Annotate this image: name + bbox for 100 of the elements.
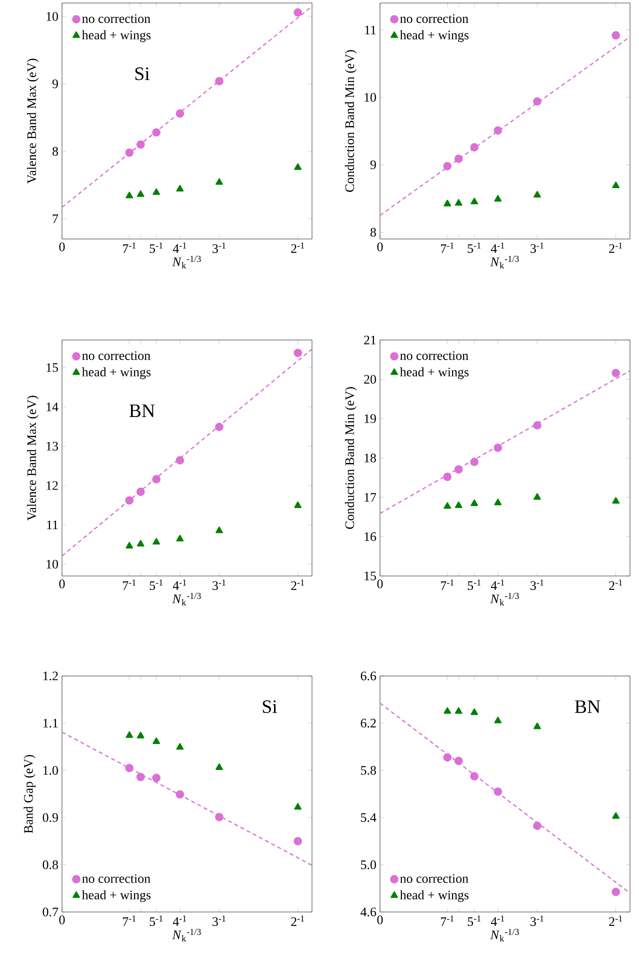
point xyxy=(152,128,161,137)
y-tick-label: 19 xyxy=(364,414,376,424)
point xyxy=(136,732,144,738)
y-tick-label: 14 xyxy=(46,402,58,412)
x-tick-label: 0 xyxy=(59,580,65,588)
point xyxy=(494,444,502,452)
y-tick-label: 10 xyxy=(46,560,58,569)
point xyxy=(125,496,134,505)
point xyxy=(294,501,302,508)
y-tick-label: 5.0 xyxy=(361,860,376,870)
y-tick-label: 16 xyxy=(364,532,376,542)
y-tick-label: 6.6 xyxy=(360,672,376,680)
point xyxy=(136,190,144,197)
y-tick-label: 10 xyxy=(364,93,376,102)
y-tick-label: 18 xyxy=(364,454,376,462)
y-tick-label: 0.9 xyxy=(42,813,58,822)
x-tick-label: 4$^{-1}$ xyxy=(490,580,504,590)
y-tick-label: 8 xyxy=(52,146,58,156)
y-tick-label: 6.2 xyxy=(360,718,376,728)
x-axis-title: N$_{k}$-1/3 xyxy=(172,592,201,606)
point xyxy=(176,109,184,118)
point xyxy=(136,772,145,782)
y-axis-title: Conduction Band Min (eV) xyxy=(344,387,357,529)
point xyxy=(612,812,620,819)
point xyxy=(533,822,542,830)
point xyxy=(533,97,542,106)
point xyxy=(294,8,302,17)
point xyxy=(533,421,542,430)
point xyxy=(294,163,302,170)
x-tick-label: 2$^{-1}$ xyxy=(609,580,622,590)
x-tick-label: 4$^{-1}$ xyxy=(172,580,186,590)
x-tick-label: 2$^{-1}$ xyxy=(291,580,304,590)
point xyxy=(294,348,302,358)
x-tick-label: 4$^{-1}$ xyxy=(490,242,504,253)
point xyxy=(126,542,134,548)
y-tick-label: 8 xyxy=(370,228,376,237)
point xyxy=(470,772,479,780)
x-tick-label: 2$^{-1}$ xyxy=(609,916,622,926)
point xyxy=(136,540,144,547)
legend-label: head + wings xyxy=(82,30,151,42)
y-tick-label: 1.1 xyxy=(43,718,58,728)
point xyxy=(534,493,541,500)
point xyxy=(443,472,452,482)
point xyxy=(454,707,462,714)
point xyxy=(470,499,478,506)
x-tick-label: 4$^{-1}$ xyxy=(172,242,186,253)
point xyxy=(216,763,223,770)
point xyxy=(612,182,620,188)
y-tick-label: 20 xyxy=(364,374,376,384)
x-tick-label: 2$^{-1}$ xyxy=(609,242,622,253)
y-tick-label: 0.8 xyxy=(42,860,58,870)
point xyxy=(152,475,161,484)
point xyxy=(454,154,463,163)
point xyxy=(152,538,160,545)
point xyxy=(454,199,462,206)
x-tick-label: 3$^{-1}$ xyxy=(212,916,226,926)
point xyxy=(215,422,224,432)
legend-label: head + wings xyxy=(400,30,469,42)
point xyxy=(494,498,502,506)
point xyxy=(294,837,302,846)
point xyxy=(176,534,184,542)
point xyxy=(126,731,134,738)
point xyxy=(470,143,479,152)
y-tick-label: 5.4 xyxy=(361,813,376,822)
x-tick-label: 5$^{-1}$ xyxy=(150,916,163,926)
y-tick-label: 9 xyxy=(52,80,58,88)
point xyxy=(444,707,452,714)
x-axis-title: N$_{k}$-1/3 xyxy=(490,928,519,942)
point xyxy=(444,200,452,206)
point xyxy=(470,708,478,715)
x-tick-label: 0 xyxy=(377,580,383,588)
point xyxy=(612,497,620,504)
x-tick-label: 7$^{-1}$ xyxy=(122,242,136,253)
point xyxy=(176,184,184,192)
x-tick-label: 7$^{-1}$ xyxy=(122,916,136,926)
point xyxy=(534,722,541,730)
y-tick-label: 1.0 xyxy=(43,766,58,775)
annotation: BN xyxy=(574,700,600,713)
point xyxy=(534,190,541,198)
x-tick-label: 4$^{-1}$ xyxy=(490,916,504,926)
x-tick-label: 3$^{-1}$ xyxy=(212,242,226,253)
annotation: BN xyxy=(129,404,155,418)
point xyxy=(215,77,224,86)
legend-label: no correction xyxy=(82,351,150,360)
point xyxy=(125,764,134,772)
point xyxy=(612,368,620,378)
point xyxy=(136,140,145,149)
y-tick-label: 15 xyxy=(46,363,58,372)
point xyxy=(454,756,463,766)
x-tick-label: 5$^{-1}$ xyxy=(468,242,481,253)
point xyxy=(494,716,502,724)
x-tick-label: 5$^{-1}$ xyxy=(150,242,163,253)
y-tick-label: 11 xyxy=(47,520,58,530)
x-tick-label: 7$^{-1}$ xyxy=(440,242,454,253)
point xyxy=(215,812,224,822)
annotation: Si xyxy=(135,67,150,80)
x-tick-label: 7$^{-1}$ xyxy=(440,916,454,926)
y-tick-label: 1.2 xyxy=(43,672,58,680)
x-axis-title: N$_{k}$-1/3 xyxy=(490,256,519,268)
x-tick-label: 3$^{-1}$ xyxy=(530,916,544,926)
